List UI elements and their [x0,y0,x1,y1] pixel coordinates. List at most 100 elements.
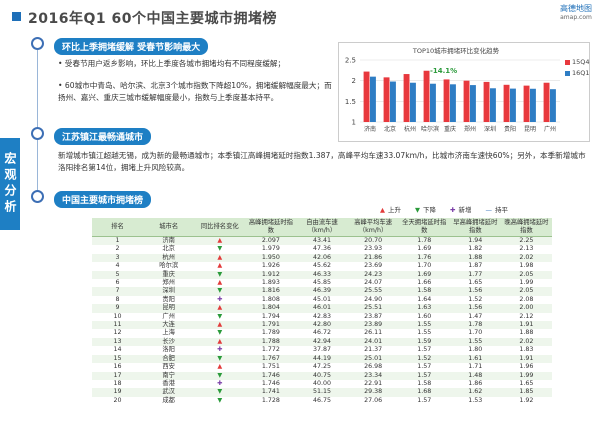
table-cell: 1.53 [468,396,483,404]
table-cell: 1.99 [500,371,552,380]
table-cell: 1.772 [261,346,280,354]
legend-label: 上升 [388,206,401,214]
table-row: 14 洛阳 ✚ 1.772 37.87 21.37 1.57 1.80 1.83 [92,346,552,354]
chart-title: TOP10城市拥堵环比变化趋势 [412,46,500,55]
x-tick-label: 贵阳 [504,125,516,133]
header-cell: 高峰拥堵延时指数 [245,218,297,237]
table-cell: 1.950 [245,253,297,263]
table-cell: 23.34 [347,371,399,380]
header-cell: 晚高峰拥堵延时指数 [500,218,552,237]
table-cell: 大连 [143,321,195,330]
table-cell: 2.02 [500,253,552,263]
table-cell: 2.08 [519,295,534,303]
table-row: 9 昆明 ▲ 1.804 46.01 25.51 1.63 1.56 2.00 [92,304,552,313]
table-cell: 西安 [162,363,175,371]
paragraph: 新增城市镇江超越无锡，成为新的最畅通城市；本季镇江高峰拥堵延时指数1.387，高… [58,151,586,172]
table-cell: 1.59 [398,337,450,347]
change-icon: ▼ [194,270,246,280]
table-cell: 5 [92,270,144,280]
bar [450,84,456,122]
table-cell: 6 [115,279,120,287]
timeline [37,50,38,200]
table-row: 11 大连 ▲ 1.791 42.80 23.89 1.55 1.78 1.91 [92,321,552,330]
table-cell: 洛阳 [162,346,175,354]
table-cell: 1.76 [398,253,450,263]
table-cell: 2.097 [245,236,297,246]
table-cell: 1.69 [417,245,432,253]
table-cell: 1.62 [449,388,501,397]
change-icon: ▲ [217,262,223,270]
table-cell: 1.80 [468,346,483,354]
table-cell: 1.57 [417,346,432,354]
table-cell: 北京 [162,245,175,253]
table-cell: 1.96 [519,363,534,371]
table-cell: 44.19 [296,354,348,364]
bar [363,71,370,122]
table-cell: 9 [92,304,144,313]
table-cell: 46.75 [312,396,331,404]
legend-item: ▲ 上升 [380,204,401,214]
bar [550,89,556,122]
table-cell: 46.39 [296,287,348,296]
table-cell: 1.91 [500,321,552,330]
change-icon: ▲ [194,337,246,347]
bar [490,88,496,122]
legend-item: — 持平 [485,204,508,214]
table-cell: 1.912 [245,270,297,280]
table-cell: 2.02 [500,337,552,347]
bullet: • 60城市中青岛、哈尔滨、北京3个城市指数下降超10%，拥堵缓解幅度最大；而扬… [58,81,332,102]
table-cell: 22.91 [364,379,383,387]
table-cell: 广州 [162,312,175,320]
table-cell: 1.83 [519,346,534,354]
table-cell: 23.93 [364,245,383,253]
table-cell: 25.51 [347,304,399,313]
table-row: 18 香港 ✚ 1.746 40.00 22.91 1.58 1.86 1.65 [92,380,552,388]
x-tick-label: 广州 [544,125,556,133]
legend-symbol: ▲ [380,206,385,214]
table-cell: 1.68 [398,388,450,397]
table-row: 10 广州 ▼ 1.794 42.83 23.87 1.60 1.47 2.12 [92,313,552,321]
table-cell: 26.11 [364,329,383,337]
page-title: 2016年Q1 60个中国主要城市拥堵榜 [28,11,277,27]
bar [370,76,376,122]
header-cell: 自由流车速（km/h） [296,218,348,237]
table-cell: 2.13 [519,245,534,253]
legend-swatch [565,60,570,65]
legend-symbol: ✚ [450,206,456,214]
table-cell: 1.57 [417,363,432,371]
bar [390,81,396,122]
table-cell: 香港 [162,379,175,387]
table-cell: 1.741 [245,388,297,397]
table-cell: 1.791 [245,321,297,330]
table-cell: 16 [113,363,122,371]
table-cell: 46.72 [312,329,331,337]
table-cell: 1.69 [398,270,450,280]
table-cell: 1.751 [261,363,280,371]
change-icon: ▲ [217,363,223,371]
header-row: 排名 城市名 同比排名变化 高峰拥堵延时指数 自由流车速（km/h） 高峰平均车速（km/… [92,218,552,237]
table-cell: 29.38 [347,388,399,397]
table-cell: 12 [113,329,122,337]
table-cell: 20 [113,396,122,404]
table-cell: 1.65 [519,379,534,387]
table-cell: 1.82 [468,245,483,253]
table-cell: 贵阳 [162,295,175,303]
y-tick-label: 1.5 [345,98,356,106]
table-cell: 1.98 [519,262,534,270]
table-cell: 24.23 [347,270,399,280]
pin [31,127,44,140]
table-cell: 19 [92,388,144,397]
table-cell: 1.64 [417,295,432,303]
table-cell: 40.00 [312,379,331,387]
legend-label: 持平 [494,206,508,214]
table-cell: 合肥 [143,354,195,364]
table-cell: 23.87 [364,312,383,320]
table-cell: 45.62 [312,262,331,270]
table-cell: 1.78 [449,321,501,330]
table-cell: 成都 [162,396,175,404]
change-icon: ▼ [217,329,223,337]
table-cell: 1 [92,236,144,246]
y-tick-label: 1 [352,119,356,127]
x-tick-label: 深圳 [484,125,496,133]
table-cell: 46.33 [296,270,348,280]
